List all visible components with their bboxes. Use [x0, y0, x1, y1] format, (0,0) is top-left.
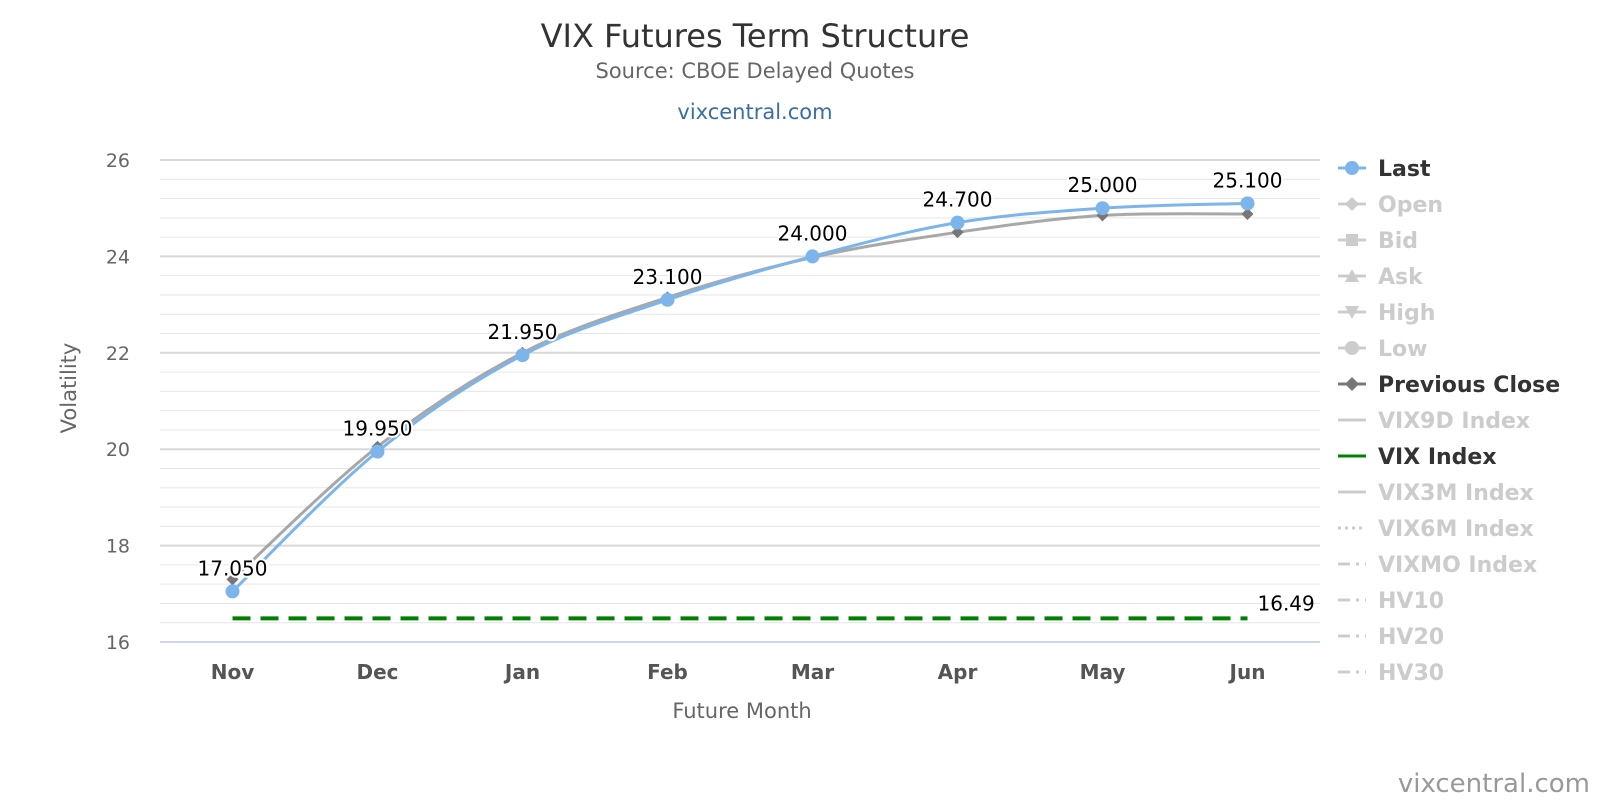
previous-close-point[interactable]: [951, 226, 964, 239]
x-tick-label: Feb: [647, 660, 688, 684]
legend-triangle-icon: [1345, 269, 1359, 282]
last-line: [231, 201, 1248, 593]
legend-item-high[interactable]: High: [1338, 301, 1435, 326]
legend-diamond-icon: [1345, 197, 1359, 211]
legend-item-hv10[interactable]: HV10: [1338, 589, 1444, 614]
y-tick-label: 18: [106, 536, 130, 558]
legend-label: HV20: [1378, 625, 1444, 650]
last-value-label: 25.100: [1213, 168, 1283, 192]
legend-label: Open: [1378, 193, 1443, 218]
legend-item-low[interactable]: Low: [1338, 337, 1427, 362]
legend-item-vixmo-index[interactable]: VIXMO Index: [1338, 553, 1537, 578]
y-tick-label: 22: [106, 343, 130, 365]
legend-label: VIX3M Index: [1378, 481, 1534, 506]
series-layer: [225, 196, 1255, 621]
legend-label: HV30: [1378, 661, 1444, 686]
legend-label: VIX6M Index: [1378, 517, 1534, 542]
y-tick-label: 20: [106, 439, 130, 461]
last-point[interactable]: [370, 444, 385, 459]
grid-lines: [160, 159, 1320, 643]
legend-label: High: [1378, 301, 1435, 326]
last-value-label-halo: 24.700: [923, 188, 993, 212]
y-axis-ticks: 16 18 20 22 24 26: [106, 150, 130, 654]
last-value-label: 19.950: [343, 417, 413, 441]
legend-label: VIX Index: [1378, 445, 1497, 470]
x-tick-label: Mar: [791, 660, 834, 684]
last-value-label: 17.050: [198, 556, 268, 580]
data-labels: 16.4917.05017.05019.95019.95021.95021.95…: [196, 166, 1315, 615]
last-value-label-halo: 25.000: [1068, 173, 1138, 197]
chart-title: VIX Futures Term Structure: [541, 17, 970, 55]
last-value-label: 23.100: [633, 265, 703, 289]
legend-circle-icon: [1345, 341, 1359, 355]
x-tick-label: Jan: [503, 660, 540, 684]
last-value-label-halo: 24.000: [778, 221, 848, 245]
legend-label: Previous Close: [1378, 373, 1560, 398]
last-value-label-halo: 17.050: [198, 556, 268, 580]
y-tick-label: 24: [106, 246, 130, 268]
legend-square-icon: [1346, 234, 1358, 246]
legend-triangle-down-icon: [1345, 306, 1359, 319]
legend: Last Open Bid Ask High Low Previous Close VIX9D…: [1338, 157, 1560, 686]
vix-index-value-label: 16.49: [1258, 591, 1315, 615]
x-axis-ticks: Nov Dec Jan Feb Mar Apr May Jun: [211, 660, 1266, 684]
site-link[interactable]: vixcentral.com: [677, 100, 832, 124]
y-tick-label: 26: [106, 150, 130, 172]
legend-item-hv20[interactable]: HV20: [1338, 625, 1444, 650]
last-point[interactable]: [515, 348, 530, 363]
last-point[interactable]: [1240, 196, 1255, 211]
legend-label: Bid: [1378, 229, 1418, 254]
x-tick-label: Jun: [1228, 660, 1266, 684]
last-value-label-halo: 19.950: [343, 417, 413, 441]
legend-item-last[interactable]: Last: [1338, 157, 1431, 182]
legend-item-vix3m-index[interactable]: VIX3M Index: [1338, 481, 1534, 506]
legend-item-hv30[interactable]: HV30: [1338, 661, 1444, 686]
legend-item-previous-close[interactable]: Previous Close: [1338, 373, 1560, 398]
last-value-label-halo: 21.950: [488, 320, 558, 344]
legend-label: Last: [1378, 157, 1431, 182]
legend-item-vix6m-index[interactable]: VIX6M Index: [1338, 517, 1534, 542]
chart-subtitle: Source: CBOE Delayed Quotes: [596, 59, 915, 83]
legend-item-vix-index[interactable]: VIX Index: [1338, 445, 1497, 470]
previous-close-point[interactable]: [226, 573, 239, 586]
last-value-label: 24.000: [778, 221, 848, 245]
last-value-label-halo: 25.100: [1213, 168, 1283, 192]
last-value-label: 24.700: [923, 188, 993, 212]
x-tick-label: Apr: [938, 660, 978, 684]
legend-circle-icon: [1345, 161, 1359, 175]
last-point[interactable]: [660, 292, 675, 307]
legend-item-bid[interactable]: Bid: [1338, 229, 1418, 254]
y-tick-label: 16: [106, 632, 130, 654]
x-axis-label: Future Month: [672, 699, 811, 723]
legend-label: VIXMO Index: [1378, 553, 1537, 578]
legend-item-ask[interactable]: Ask: [1338, 265, 1424, 290]
credit-link[interactable]: vixcentral.com: [1398, 769, 1590, 799]
legend-item-vix9d-index[interactable]: VIX9D Index: [1338, 409, 1530, 434]
legend-label: VIX9D Index: [1378, 409, 1530, 434]
last-point[interactable]: [950, 215, 965, 230]
previous-close-point[interactable]: [1241, 207, 1254, 220]
x-tick-label: Dec: [356, 660, 398, 684]
legend-diamond-icon: [1345, 377, 1359, 391]
legend-label: HV10: [1378, 589, 1444, 614]
last-value-label-halo: 23.100: [633, 265, 703, 289]
x-tick-label: Nov: [211, 660, 255, 684]
last-point[interactable]: [805, 249, 820, 264]
previous-close-line: [231, 212, 1248, 581]
legend-label: Ask: [1378, 265, 1424, 290]
legend-item-open[interactable]: Open: [1338, 193, 1443, 218]
y-axis-label: Volatility: [57, 343, 81, 434]
last-value-label: 25.000: [1068, 173, 1138, 197]
last-point[interactable]: [225, 584, 240, 599]
last-value-label: 21.950: [488, 320, 558, 344]
x-tick-label: May: [1080, 660, 1126, 684]
legend-label: Low: [1378, 337, 1427, 362]
last-point[interactable]: [1095, 201, 1110, 216]
